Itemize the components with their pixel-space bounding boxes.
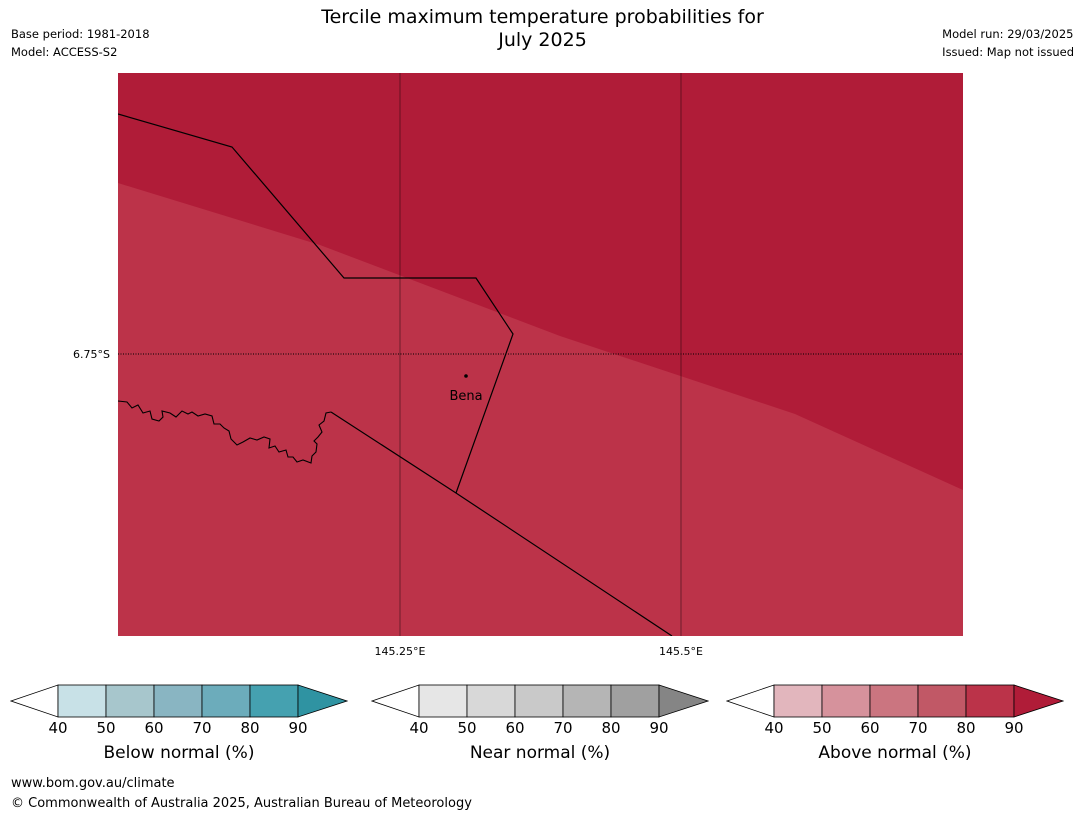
colorbar-near-segment-5 [610, 684, 660, 718]
colorbar-below-tick-70: 70 [192, 719, 212, 737]
colorbar-near-segment-1 [418, 684, 468, 718]
colorbar-above-tick-80: 80 [956, 719, 976, 737]
meta-right: Model run: 29/03/2025 Issued: Map not is… [942, 25, 1074, 61]
colorbar-near-tick-40: 40 [409, 719, 429, 737]
colorbar-near-label: Near normal (%) [469, 743, 611, 763]
model-run: Model run: 29/03/2025 [942, 27, 1074, 41]
colorbar-below-tick-40: 40 [48, 719, 68, 737]
colorbar-near-normal [371, 682, 709, 718]
map-title: Tercile maximum temperature probabilitie… [0, 6, 1085, 52]
meta-left: Base period: 1981-2018 Model: ACCESS-S2 [11, 25, 150, 61]
colorbar-above-segment-3 [869, 684, 919, 718]
colorbar-below-segment-2 [105, 684, 155, 718]
colorbar-below-segment-3 [153, 684, 203, 718]
model-name: Model: ACCESS-S2 [11, 45, 118, 59]
map-title-line-2: July 2025 [498, 29, 587, 51]
province-border-south [330, 411, 673, 636]
place-label-bena: Bena [449, 389, 482, 404]
colorbar-below-segment-5 [249, 684, 299, 718]
colorbar-below-tick-80: 80 [240, 719, 260, 737]
colorbar-near-tick-50: 50 [457, 719, 477, 737]
map-title-line-1: Tercile maximum temperature probabilitie… [321, 6, 764, 28]
colorbar-near-tick-80: 80 [601, 719, 621, 737]
colorbar-above-tick-70: 70 [908, 719, 928, 737]
colorbar-near-under [371, 684, 420, 718]
map-canvas: Bena 6.75°S 145.25°E 145.5°E [73, 73, 963, 658]
colorbar-below-segment-4 [201, 684, 251, 718]
colorbar-below-tick-90: 90 [288, 719, 308, 737]
footer-url: www.bom.gov.au/climate [11, 776, 175, 791]
colorbar-above-label: Above normal (%) [818, 743, 972, 763]
colorbar-below-under [10, 684, 59, 718]
colorbar-below-segment-1 [57, 684, 107, 718]
colorbar-near-tick-90: 90 [649, 719, 669, 737]
colorbar-near-segment-3 [514, 684, 564, 718]
latitude-label: 6.75°S [73, 348, 110, 361]
colorbar-above-tick-60: 60 [860, 719, 880, 737]
colorbar-above-over [1013, 684, 1064, 718]
longitude-label-1: 145.25°E [375, 645, 426, 658]
province-border-north [118, 113, 514, 494]
colorbar-below-over [297, 684, 348, 718]
colorbar-above-tick-50: 50 [812, 719, 832, 737]
colorbar-above-segment-4 [917, 684, 967, 718]
colorbar-above-tick-90: 90 [1004, 719, 1024, 737]
issued-status: Issued: Map not issued [942, 45, 1074, 59]
colorbar-near-segment-4 [562, 684, 612, 718]
river-border [118, 400, 332, 464]
colorbar-near-tick-60: 60 [505, 719, 525, 737]
colorbar-above-tick-40: 40 [764, 719, 784, 737]
bena-marker [464, 374, 468, 378]
colorbar-below-tick-60: 60 [144, 719, 164, 737]
colorbar-above-segment-2 [821, 684, 871, 718]
footer: www.bom.gov.au/climate © Commonwealth of… [11, 774, 472, 814]
colorbar-near-segment-2 [466, 684, 516, 718]
colorbar-below-label: Below normal (%) [103, 743, 255, 763]
colorbar-near-over [658, 684, 709, 718]
base-period: Base period: 1981-2018 [11, 27, 150, 41]
colorbar-below-tick-50: 50 [96, 719, 116, 737]
colorbar-above-normal [726, 682, 1064, 718]
colorbar-below-normal [10, 682, 348, 718]
longitude-label-2: 145.5°E [659, 645, 703, 658]
colorbar-above-segment-1 [773, 684, 823, 718]
colorbar-above-under [726, 684, 775, 718]
footer-copyright: © Commonwealth of Australia 2025, Austra… [11, 796, 472, 811]
probability-region-light [118, 183, 963, 636]
colorbar-near-tick-70: 70 [553, 719, 573, 737]
colorbar-above-segment-5 [965, 684, 1015, 718]
